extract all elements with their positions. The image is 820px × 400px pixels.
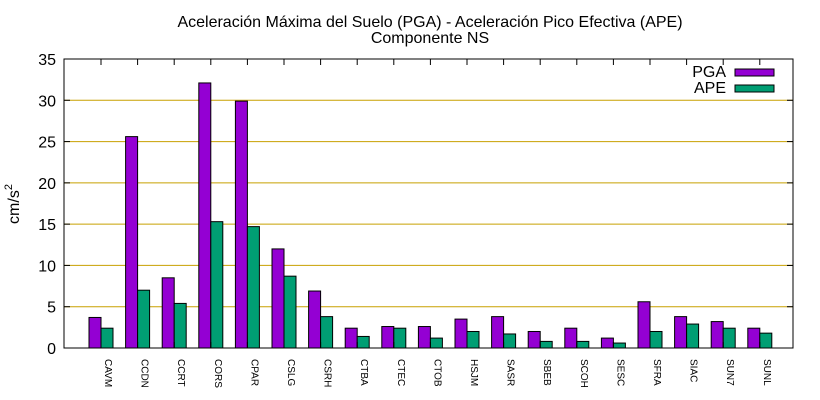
bar-pga-scoh (564, 327, 578, 349)
x-axis-ticks: CAVM CCDN CCRT CORS CPAR CSLG CSRH CTBA CTEC CTOB… (100, 59, 772, 388)
bars (88, 82, 773, 349)
y-axis-ticks: 0 5 10 15 20 25 30 35 (38, 52, 793, 358)
y-tick-label: 25 (38, 135, 56, 152)
x-tick-label: CTBA (358, 359, 369, 386)
x-tick-label: CTOB (431, 359, 442, 387)
chart-subtitle: Componente NS (371, 30, 489, 47)
y-axis-label-base: cm/s (6, 190, 23, 224)
bar-ape-ctba (356, 335, 370, 349)
chart-title: Aceleración Máxima del Suelo (PGA) - Ace… (177, 14, 682, 31)
bar-ape-cpar (246, 226, 260, 349)
bar-ape-sfra (649, 330, 663, 349)
legend-label-ape: APE (694, 80, 726, 97)
bar-pga-cors (198, 82, 212, 349)
x-tick-label: SESC (614, 359, 625, 386)
bar-ape-ctob (429, 337, 443, 349)
x-tick-label: CAVM (102, 359, 113, 387)
bar-ape-sun7 (722, 327, 736, 349)
bar-pga-ccrt (161, 277, 175, 349)
x-tick-label: CPAR (248, 359, 259, 386)
bar-ape-ccdn (137, 289, 151, 349)
bar-ape-ctec (393, 327, 407, 349)
bar-ape-siac (686, 323, 700, 349)
y-tick-label: 0 (47, 341, 56, 358)
bar-ape-sesc (612, 342, 626, 349)
bar-ape-ccrt (173, 302, 187, 349)
x-tick-label: CSRH (322, 359, 333, 387)
x-tick-label: CTEC (395, 359, 406, 386)
bar-ape-cors (210, 221, 224, 349)
x-tick-label: CCRT (175, 359, 186, 387)
bar-pga-sbeb (527, 330, 541, 349)
bar-pga-hsjm (454, 318, 468, 349)
bar-pga-ctob (417, 326, 431, 349)
bar-ape-csrh (320, 316, 334, 349)
x-tick-label: CCDN (139, 359, 150, 388)
y-tick-label: 30 (38, 93, 56, 110)
x-tick-label: SCOH (578, 359, 589, 388)
x-tick-label: SBEB (541, 359, 552, 386)
x-tick-label: SASR (505, 359, 516, 386)
gridlines (64, 99, 793, 308)
x-tick-label: CSLG (285, 359, 296, 386)
legend-swatch-pga (734, 68, 775, 77)
y-tick-label: 10 (38, 258, 56, 275)
bar-ape-hsjm (466, 330, 480, 349)
bar-ape-sbeb (539, 340, 553, 349)
bar-pga-ctba (344, 327, 358, 349)
bar-pga-sun7 (710, 321, 724, 349)
bar-pga-sesc (600, 337, 614, 349)
y-tick-label: 5 (47, 300, 56, 317)
bar-pga-sfra (637, 301, 651, 349)
x-tick-label: HSJM (468, 359, 479, 386)
x-tick-label: CORS (212, 359, 223, 388)
bar-pga-ctec (381, 326, 395, 349)
bar-pga-ccdn (125, 136, 139, 349)
bar-pga-cpar (234, 100, 248, 349)
x-tick-label: SUN7 (724, 359, 735, 386)
bar-pga-sasr (491, 316, 505, 349)
bar-ape-sasr (503, 333, 517, 349)
bar-pga-sunl (747, 327, 761, 349)
y-axis-label: cm/s2 (3, 184, 23, 224)
bar-pga-cavm (88, 316, 102, 349)
y-tick-label: 35 (38, 52, 56, 69)
y-tick-label: 20 (38, 176, 56, 193)
legend-swatch-ape (734, 84, 775, 93)
x-tick-label: SFRA (651, 359, 662, 386)
bar-ape-cavm (100, 327, 114, 349)
x-tick-label: SIAC (688, 359, 699, 382)
bar-pga-csrh (308, 290, 322, 349)
legend-label-pga: PGA (692, 64, 726, 81)
bar-ape-scoh (576, 340, 590, 349)
bar-ape-cslg (283, 275, 297, 349)
y-tick-label: 15 (38, 217, 56, 234)
plot-frame (63, 58, 794, 349)
bar-ape-sunl (759, 332, 773, 349)
bar-pga-cslg (271, 248, 285, 349)
bar-pga-siac (674, 316, 688, 349)
y-axis-label-exponent: 2 (3, 184, 15, 190)
x-tick-label: SUNL (761, 359, 772, 386)
